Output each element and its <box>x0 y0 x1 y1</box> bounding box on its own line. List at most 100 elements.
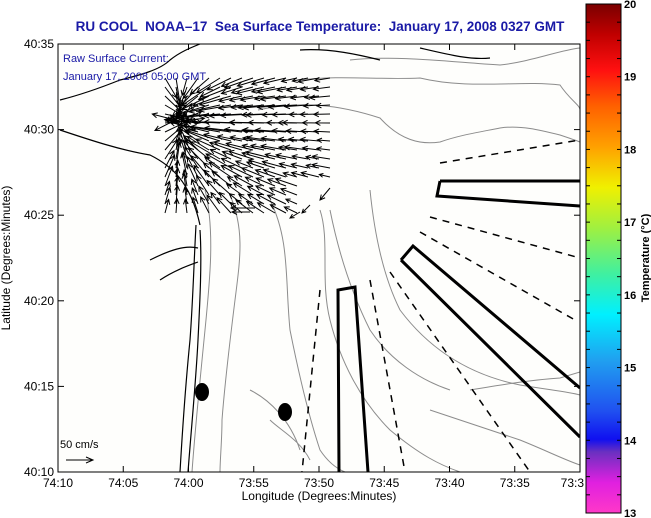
current-vector <box>316 137 331 143</box>
colorbar <box>585 3 622 514</box>
current-vector <box>208 161 232 178</box>
current-vector <box>312 111 331 118</box>
current-vector <box>267 103 298 110</box>
current-vector <box>230 209 250 215</box>
current-vector <box>227 165 254 178</box>
current-vector <box>240 167 265 178</box>
current-vector <box>190 154 210 178</box>
current-vector <box>164 149 175 169</box>
current-vector <box>311 162 331 169</box>
current-vector <box>262 77 287 86</box>
current-vector <box>184 128 221 142</box>
current-vector <box>229 134 254 142</box>
current-vector <box>206 179 221 196</box>
current-vector <box>209 148 232 160</box>
colorbar-tick-label: 18 <box>624 144 636 156</box>
current-vector <box>242 127 276 133</box>
y-tick-label: 40:25 <box>24 208 54 222</box>
current-vector <box>261 160 287 169</box>
current-vector <box>191 187 199 205</box>
x-tick-label: 73:35 <box>500 476 530 490</box>
plot-area <box>58 44 580 472</box>
current-vector <box>191 196 199 214</box>
current-vector <box>184 139 210 160</box>
current-vector <box>245 200 265 214</box>
current-vector <box>220 157 243 169</box>
x-tick-label: 73:50 <box>304 476 334 490</box>
current-vector <box>230 86 254 95</box>
current-vector <box>266 194 287 205</box>
current-vector <box>314 119 331 126</box>
y-tick-label: 40:10 <box>24 465 54 479</box>
current-vector <box>225 183 243 196</box>
current-vector <box>301 204 311 214</box>
current-vector <box>279 187 298 196</box>
current-vector <box>208 141 232 151</box>
current-vector <box>226 176 243 187</box>
current-vector <box>235 199 254 214</box>
current-vector <box>181 123 221 133</box>
current-vector <box>164 198 171 214</box>
current-vectors <box>151 76 331 219</box>
current-vector <box>282 171 298 178</box>
current-vector <box>198 185 210 205</box>
current-vector <box>264 152 287 160</box>
x-tick-label: 74:05 <box>108 476 138 490</box>
current-vector <box>301 145 320 152</box>
current-vector <box>164 180 171 196</box>
current-vector <box>254 127 287 134</box>
current-vector <box>289 94 309 101</box>
current-vector <box>190 178 199 196</box>
current-vector <box>312 128 331 135</box>
current-vector <box>312 85 331 92</box>
buoy-marker-1 <box>195 383 209 401</box>
current-vector <box>225 141 254 151</box>
current-vector <box>211 178 232 196</box>
current-vector <box>200 195 210 214</box>
colorbar-tick-label: 17 <box>624 217 636 229</box>
current-vector <box>205 153 232 169</box>
current-vector <box>198 95 232 107</box>
current-vector <box>178 128 188 151</box>
bathymetry-contours <box>191 47 580 472</box>
x-tick-label: 73:40 <box>434 476 464 490</box>
current-vector <box>262 168 287 178</box>
y-axis: 40:10 40:15 40:20 40:25 40:30 40:35 <box>24 37 580 479</box>
current-vector <box>315 146 331 152</box>
current-vector <box>187 162 199 187</box>
current-vector <box>202 132 232 142</box>
current-vector <box>268 187 287 196</box>
current-vector <box>285 128 309 134</box>
current-vector <box>275 152 298 160</box>
dredge-polygons <box>336 179 580 472</box>
annotation-line1: Raw Surface Current: <box>63 53 169 65</box>
x-tick-label: 73:55 <box>239 476 269 490</box>
current-vector <box>227 149 254 160</box>
current-vector <box>284 198 298 205</box>
current-vector <box>254 168 276 178</box>
scale-arrow-icon <box>66 456 95 464</box>
current-vector <box>191 95 221 107</box>
current-vector <box>297 77 320 84</box>
current-vector <box>274 177 298 187</box>
current-vector <box>182 168 188 187</box>
current-vector <box>315 102 331 109</box>
current-vector <box>254 185 276 196</box>
current-vector <box>302 102 320 109</box>
coastline <box>59 44 491 472</box>
current-vector <box>289 211 301 219</box>
current-vector <box>220 86 243 95</box>
current-vector <box>182 77 199 100</box>
current-vector <box>217 104 243 111</box>
current-vector <box>194 138 221 151</box>
x-tick-label: 73:45 <box>369 476 399 490</box>
current-vector <box>313 76 331 83</box>
current-vector <box>239 95 265 103</box>
current-vector <box>246 185 265 196</box>
current-vector <box>220 165 243 178</box>
current-vector <box>197 86 232 101</box>
current-vector <box>291 77 309 84</box>
current-vector <box>259 95 287 102</box>
colorbar-tick-label: 19 <box>624 72 636 84</box>
current-vector <box>277 136 298 143</box>
